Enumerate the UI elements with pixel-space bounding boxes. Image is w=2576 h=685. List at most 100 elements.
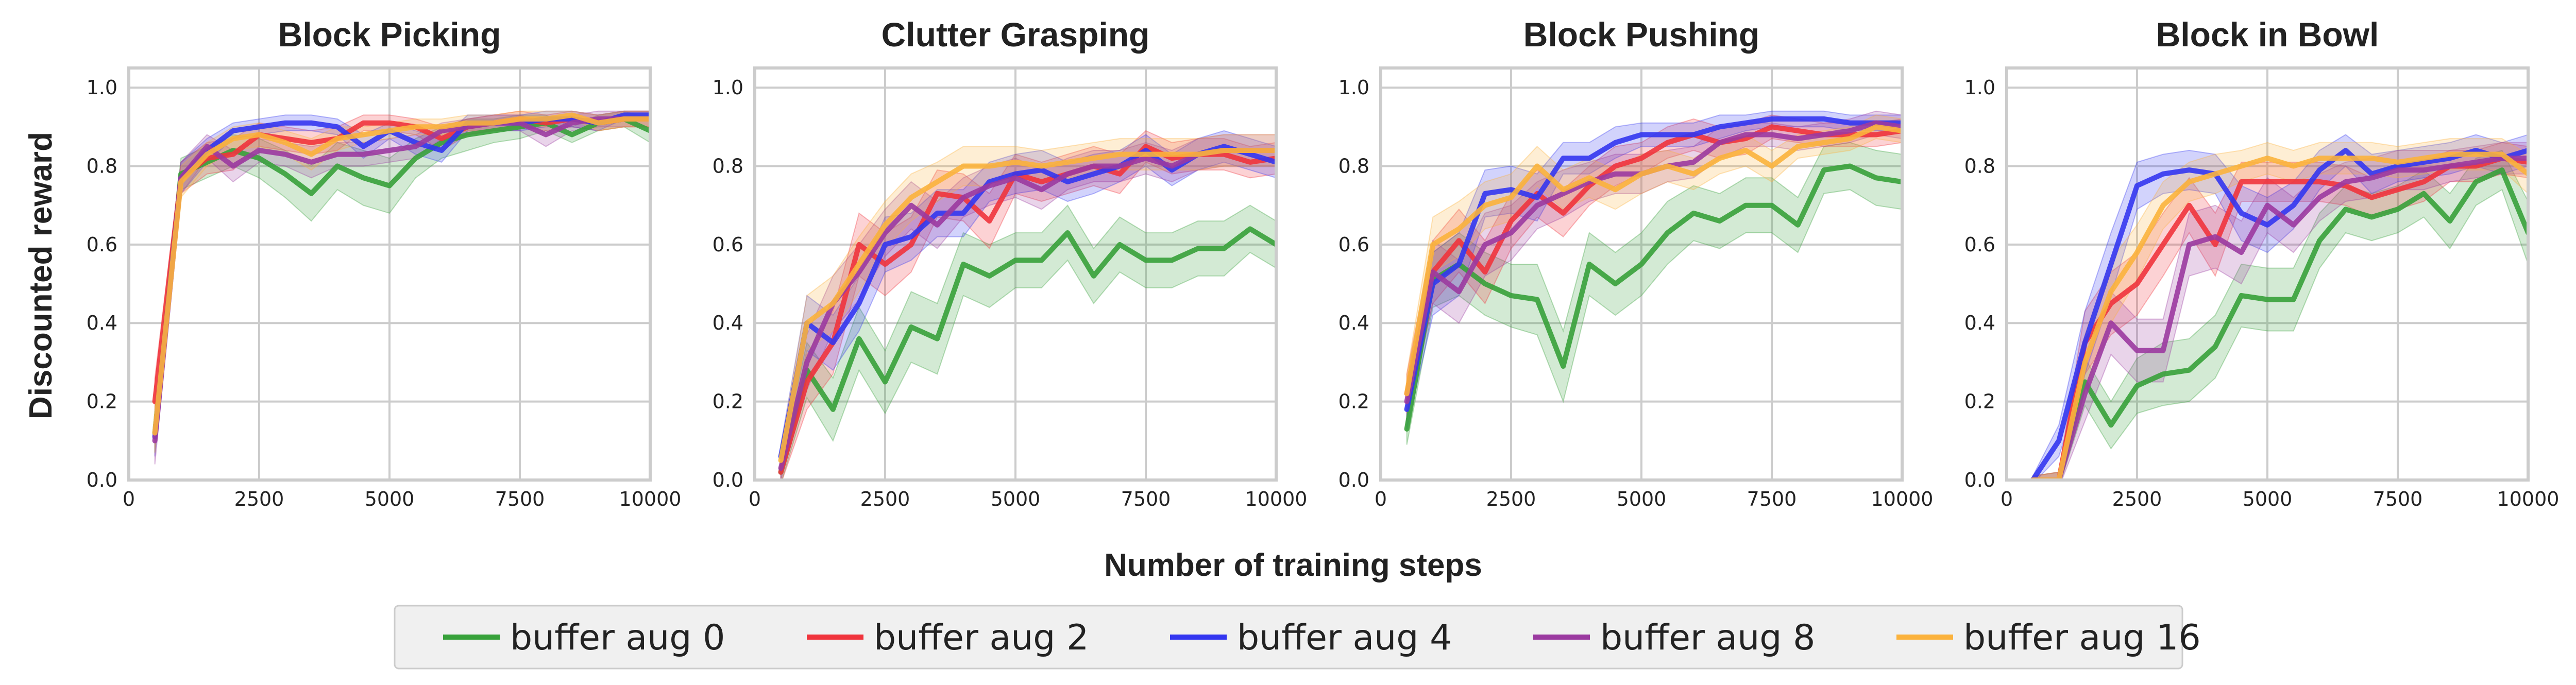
legend-label: buffer aug 2 xyxy=(874,618,1089,658)
series-line xyxy=(778,148,1276,463)
legend-label: buffer aug 16 xyxy=(1963,618,2201,658)
series-line xyxy=(2030,156,2528,480)
panel-3: 0 2500 5000 7500 10000 0.0 0.2 0.4 0.6 0.8 1.0 Bloc… xyxy=(1338,15,1934,510)
x-tick-label: 0 xyxy=(1375,488,1387,510)
series-group xyxy=(2030,134,2528,480)
confidence-band xyxy=(1406,110,1902,430)
plot-frame xyxy=(127,66,652,482)
series-line xyxy=(2030,167,2528,480)
confidence-band xyxy=(154,110,650,453)
series-group xyxy=(778,130,1276,480)
panel-1: 0 2500 5000 7500 10000 0.0 0.2 0.4 0.6 0.8 1.0 Bloc… xyxy=(87,15,682,510)
series-group xyxy=(1404,110,1902,445)
confidence-band xyxy=(154,110,650,453)
legend-item: buffer aug 8 xyxy=(1533,618,1815,658)
legend: buffer aug 0 buffer aug 2 buffer aug 4 buff… xyxy=(394,605,2201,670)
x-tick-label: 7500 xyxy=(2373,488,2423,510)
series-line xyxy=(2030,151,2528,480)
series-line xyxy=(152,116,650,443)
y-tick-label: 1.0 xyxy=(1338,76,1369,99)
confidence-band xyxy=(1406,114,1902,414)
series-line xyxy=(778,226,1276,475)
confidence-band xyxy=(1406,142,1902,445)
x-tick-label: 5000 xyxy=(2243,488,2293,510)
y-tick-label: 0.4 xyxy=(1338,312,1369,334)
confidence-band xyxy=(780,204,1276,480)
y-tick-label: 0.0 xyxy=(1964,469,1995,491)
x-tick-label: 5000 xyxy=(365,488,415,510)
panel-4: 0 2500 5000 7500 10000 0.0 0.2 0.4 0.6 0.8 1.0 Bloc… xyxy=(1964,15,2560,510)
y-tick-label: 0.2 xyxy=(87,390,117,413)
x-tick-label: 7500 xyxy=(495,488,545,510)
legend-items: buffer aug 0 buffer aug 2 buffer aug 4 buff… xyxy=(443,618,2201,658)
legend-item: buffer aug 16 xyxy=(1896,618,2201,658)
x-tick-label: 10000 xyxy=(1871,488,1934,510)
x-tick-label: 2500 xyxy=(2112,488,2162,510)
confidence-band xyxy=(2032,138,2528,480)
x-tick-label: 5000 xyxy=(1617,488,1667,510)
y-tick-label: 0.6 xyxy=(713,233,743,256)
x-tick-label: 7500 xyxy=(1747,488,1797,510)
y-axis-label: Discounted reward xyxy=(23,132,59,419)
y-tick-label: 0.6 xyxy=(87,233,117,256)
x-tick-label: 2500 xyxy=(1486,488,1536,510)
series-line xyxy=(1404,116,1902,412)
confidence-band xyxy=(1406,110,1902,421)
legend-label: buffer aug 8 xyxy=(1600,618,1815,658)
legend-item: buffer aug 0 xyxy=(443,618,725,658)
y-tick-label: 0.4 xyxy=(1964,312,1995,334)
x-tick-label: 2500 xyxy=(234,488,284,510)
plot-frame xyxy=(753,66,1278,482)
y-tick-label: 1.0 xyxy=(1964,76,1995,99)
y-tick-label: 0.8 xyxy=(1338,155,1369,177)
x-tick-label: 7500 xyxy=(1121,488,1171,510)
legend-label: buffer aug 4 xyxy=(1237,618,1452,658)
series-line xyxy=(152,112,650,440)
confidence-band xyxy=(780,134,1276,480)
x-tick-label: 10000 xyxy=(1245,488,1308,510)
panels: 0 2500 5000 7500 10000 0.0 0.2 0.4 0.6 0.8 1.0 Bloc… xyxy=(87,15,2560,510)
plot-frame xyxy=(1379,66,1904,482)
x-tick-label: 10000 xyxy=(2497,488,2560,510)
legend-label: buffer aug 0 xyxy=(510,618,725,658)
y-tick-label: 0.6 xyxy=(1338,233,1369,256)
y-tick-label: 0.8 xyxy=(713,155,743,177)
y-tick-label: 0.0 xyxy=(87,469,117,491)
x-tick-label: 10000 xyxy=(619,488,682,510)
x-tick-label: 0 xyxy=(2001,488,2013,510)
legend-item: buffer aug 2 xyxy=(807,618,1089,658)
y-tick-label: 0.0 xyxy=(713,469,743,491)
legend-frame xyxy=(394,605,2183,670)
y-tick-label: 0.8 xyxy=(1964,155,1995,177)
panel-title: Block Picking xyxy=(278,15,501,54)
y-tick-label: 0.8 xyxy=(87,155,117,177)
y-tick-label: 0.2 xyxy=(713,390,743,413)
legend-item: buffer aug 4 xyxy=(1170,618,1452,658)
y-tick-label: 0.4 xyxy=(713,312,743,334)
panel-title: Clutter Grasping xyxy=(882,15,1150,54)
confidence-band xyxy=(1406,114,1902,414)
confidence-band xyxy=(2032,149,2528,480)
series-line xyxy=(152,112,650,436)
y-tick-label: 0.4 xyxy=(87,312,117,334)
x-tick-label: 0 xyxy=(123,488,135,510)
panel-title: Block Pushing xyxy=(1523,15,1759,54)
x-axis-label: Number of training steps xyxy=(1104,547,1482,583)
y-tick-label: 0.6 xyxy=(1964,233,1995,256)
confidence-band xyxy=(2032,142,2528,480)
x-tick-label: 0 xyxy=(749,488,761,510)
x-tick-label: 5000 xyxy=(991,488,1041,510)
panel-2: 0 2500 5000 7500 10000 0.0 0.2 0.4 0.6 0.8 1.0 Clut… xyxy=(713,15,1308,510)
plot-frame xyxy=(2005,66,2530,482)
y-tick-label: 0.0 xyxy=(1338,469,1369,491)
series-line xyxy=(1404,163,1902,432)
y-tick-label: 0.2 xyxy=(1964,390,1995,413)
y-tick-label: 1.0 xyxy=(713,76,743,99)
panel-title: Block in Bowl xyxy=(2156,15,2379,54)
series-group xyxy=(152,110,650,465)
confidence-band xyxy=(2032,142,2528,480)
x-tick-label: 2500 xyxy=(860,488,910,510)
series-line xyxy=(1404,124,1902,397)
y-tick-label: 0.2 xyxy=(1338,390,1369,413)
